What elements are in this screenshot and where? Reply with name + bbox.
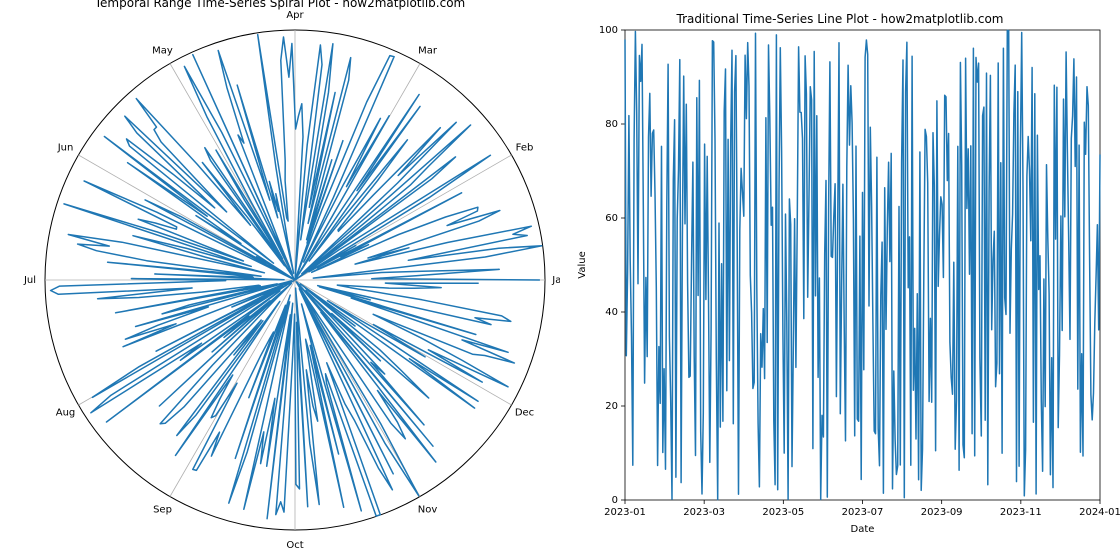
ytick-label: 60 bbox=[605, 213, 618, 224]
polar-month-label: Oct bbox=[286, 540, 303, 551]
xtick-label: 2023-01 bbox=[604, 507, 646, 518]
xlabel: Date bbox=[851, 524, 875, 535]
polar-month-label: Jan bbox=[551, 275, 560, 286]
polar-plot-svg: Jan Feb Mar Apr May Jun Jul Aug Sep Oct Nov Dec bbox=[0, 0, 560, 560]
ytick-label: 0 bbox=[612, 495, 618, 506]
polar-month-label: Jul bbox=[23, 275, 36, 286]
ytick-label: 40 bbox=[605, 307, 618, 318]
line-plot-panel: Traditional Time-Series Line Plot - how2… bbox=[560, 0, 1120, 560]
xtick-label: 2023-03 bbox=[683, 507, 725, 518]
xtick-label: 2024-01 bbox=[1079, 507, 1120, 518]
line-data bbox=[625, 31, 1100, 500]
polar-month-label: Dec bbox=[515, 408, 534, 419]
polar-month-label: Feb bbox=[516, 143, 534, 154]
polar-month-label: Nov bbox=[418, 504, 438, 515]
xtick-label: 2023-05 bbox=[762, 507, 804, 518]
polar-month-label: Jun bbox=[57, 143, 74, 154]
ytick-label: 20 bbox=[605, 401, 618, 412]
ylabel: Value bbox=[577, 251, 588, 278]
xtick-label: 2023-09 bbox=[921, 507, 963, 518]
polar-month-label: Sep bbox=[153, 504, 172, 515]
polar-month-label: Mar bbox=[418, 46, 438, 57]
polar-month-label: Aug bbox=[56, 408, 76, 419]
line-plot-svg: 0 20 40 60 80 100 2023-01 2023-03 2023-05 2023-07… bbox=[560, 0, 1120, 560]
ytick-label: 80 bbox=[605, 119, 618, 130]
xtick-label: 2023-07 bbox=[842, 507, 884, 518]
figure: Temporal Range Time-Series Spiral Plot -… bbox=[0, 0, 1120, 560]
polar-month-label: May bbox=[152, 46, 173, 57]
ytick-label: 100 bbox=[599, 25, 618, 36]
polar-plot-panel: Temporal Range Time-Series Spiral Plot -… bbox=[0, 0, 560, 560]
xtick-label: 2023-11 bbox=[1000, 507, 1042, 518]
polar-data-line bbox=[51, 35, 542, 519]
polar-month-label: Apr bbox=[286, 10, 304, 21]
